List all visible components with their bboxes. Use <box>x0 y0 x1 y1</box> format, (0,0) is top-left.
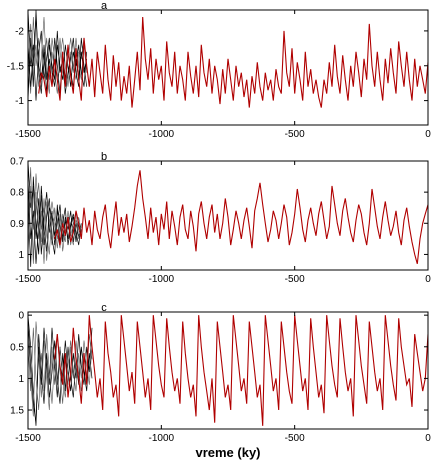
y-tick-label: 0.9 <box>10 219 24 230</box>
panel-label: a <box>101 0 108 12</box>
axis-frame <box>27 9 429 126</box>
x-tick-label: -1500 <box>15 433 41 444</box>
y-tick-label: -2 <box>15 26 24 37</box>
x-tick-label: -500 <box>285 433 305 444</box>
ensemble-line <box>28 321 93 423</box>
panel-c: -1500 -1000 -500 0 0 0.5 1 1.5 c vreme (ky) <box>10 302 431 460</box>
ensemble-line <box>28 327 93 411</box>
panel-label: c <box>101 302 107 314</box>
panel-a: -1500 -1000 -500 0 -2 -1.5 -1 a <box>7 0 431 140</box>
y-tick-label: -1.5 <box>7 61 25 72</box>
ensemble-line <box>28 179 82 264</box>
main-series-line <box>54 315 428 426</box>
y-tick-label: 0.5 <box>10 342 24 353</box>
y-tick-label: 0 <box>18 311 24 322</box>
axis-frame <box>27 311 429 430</box>
ensemble-line <box>28 16 88 94</box>
x-tick-label: -1500 <box>15 274 41 285</box>
x-tick-label: -1000 <box>149 129 175 140</box>
main-series-line <box>54 170 428 264</box>
x-tick-label: -500 <box>285 274 305 285</box>
x-axis-label: vreme (ky) <box>195 445 260 460</box>
ensemble-line <box>28 321 93 417</box>
x-tick-label: -1000 <box>149 433 175 444</box>
ensemble-line <box>28 182 82 264</box>
plot-area <box>28 161 428 267</box>
x-tick-label: -500 <box>285 129 305 140</box>
y-tick-label: 1 <box>18 250 24 261</box>
x-tick-label: 0 <box>425 433 431 444</box>
x-tick-label: 0 <box>425 129 431 140</box>
x-tick-label: 0 <box>425 274 431 285</box>
panel-b: -1500 -1000 -500 0 0.7 0.8 0.9 1 b <box>10 151 431 285</box>
axis-frame <box>27 160 429 271</box>
y-tick-label: -1 <box>15 96 24 107</box>
plot-area <box>28 10 428 108</box>
ensemble-line <box>28 167 82 264</box>
plot-area <box>28 315 428 426</box>
main-series-line <box>38 16 428 108</box>
panel-label: b <box>101 151 107 163</box>
ensemble-line <box>28 173 82 255</box>
y-tick-label: 0.8 <box>10 188 24 199</box>
y-tick-label: 1.5 <box>10 406 24 417</box>
y-tick-label: 1 <box>18 374 24 385</box>
x-tick-label: -1500 <box>15 129 41 140</box>
y-tick-label: 0.7 <box>10 157 24 168</box>
ensemble-line <box>28 176 82 267</box>
x-tick-label: -1000 <box>149 274 175 285</box>
